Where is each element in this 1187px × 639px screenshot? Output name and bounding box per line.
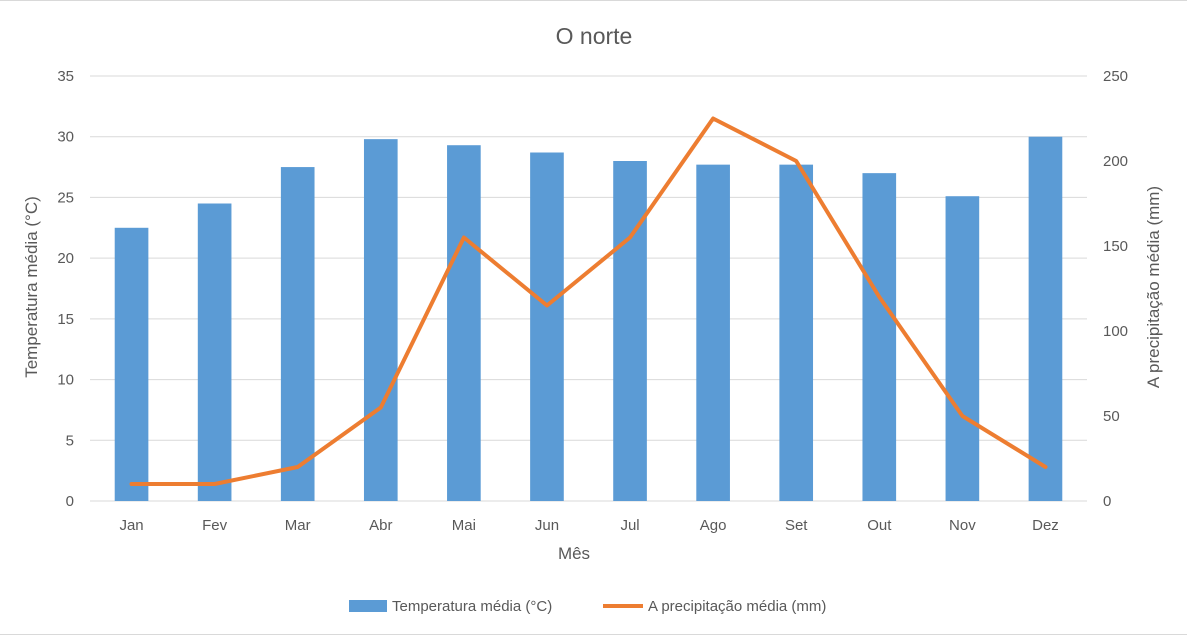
x-tick-label: Mar xyxy=(285,517,311,534)
left-axis-title: Temperatura média (°C) xyxy=(22,196,41,378)
chart-title: O norte xyxy=(556,23,633,49)
right-tick-label: 0 xyxy=(1103,493,1111,510)
temperature-bar xyxy=(779,164,814,501)
right-tick-label: 100 xyxy=(1103,323,1128,340)
temperature-bar xyxy=(945,196,980,501)
temperature-bar xyxy=(862,173,897,501)
left-tick-label: 35 xyxy=(57,68,74,85)
left-tick-label: 20 xyxy=(57,250,74,267)
temperature-bar xyxy=(114,227,149,502)
left-axis-ticks: 0 5 10 15 20 25 30 35 xyxy=(57,68,74,510)
legend-temperature-label: Temperatura média (°C) xyxy=(392,598,552,615)
temperature-bar xyxy=(696,164,730,501)
right-tick-label: 250 xyxy=(1103,68,1128,85)
gridlines xyxy=(90,75,1087,502)
temperature-bar xyxy=(447,145,481,501)
x-tick-label: Fev xyxy=(202,517,228,534)
right-tick-label: 150 xyxy=(1103,238,1128,255)
precipitation-line-group xyxy=(129,116,1048,486)
temperature-bar xyxy=(530,152,564,501)
x-tick-label: Nov xyxy=(949,517,976,534)
right-tick-label: 200 xyxy=(1103,153,1128,170)
left-tick-label: 10 xyxy=(57,372,74,389)
x-tick-label: Out xyxy=(867,517,892,534)
temperature-bar xyxy=(1028,136,1063,501)
right-tick-label: 50 xyxy=(1103,408,1120,425)
x-tick-label: Jun xyxy=(535,517,559,534)
x-tick-label: Jan xyxy=(119,517,143,534)
x-tick-label: Dez xyxy=(1032,517,1059,534)
x-tick-label: Set xyxy=(785,517,808,534)
right-axis-title: A precipitação média (mm) xyxy=(1144,186,1163,388)
left-tick-label: 0 xyxy=(66,493,74,510)
left-tick-label: 25 xyxy=(57,189,74,206)
left-tick-label: 30 xyxy=(57,129,74,146)
x-tick-label: Jul xyxy=(620,517,639,534)
legend: Temperatura média (°C) A precipitação mé… xyxy=(349,598,826,615)
legend-temperature-swatch xyxy=(349,600,387,612)
left-tick-label: 5 xyxy=(66,432,74,449)
temperature-bar xyxy=(197,203,232,501)
temperature-bar xyxy=(363,139,398,501)
right-axis-ticks: 0 50 100 150 200 250 xyxy=(1103,68,1128,510)
legend-precipitation-label: A precipitação média (mm) xyxy=(648,598,826,615)
x-axis-ticks: Jan Fev Mar Abr Mai Jun Jul Ago Set Out Nov Dez xyxy=(119,517,1058,534)
x-tick-label: Ago xyxy=(700,517,727,534)
x-tick-label: Mai xyxy=(452,517,476,534)
temperature-bars xyxy=(114,136,1063,502)
precipitation-line xyxy=(129,116,1048,486)
x-axis-title: Mês xyxy=(558,544,590,563)
x-tick-label: Abr xyxy=(369,517,392,534)
temperature-bar xyxy=(613,161,647,501)
temperature-bar xyxy=(280,167,315,502)
left-tick-label: 15 xyxy=(57,311,74,328)
